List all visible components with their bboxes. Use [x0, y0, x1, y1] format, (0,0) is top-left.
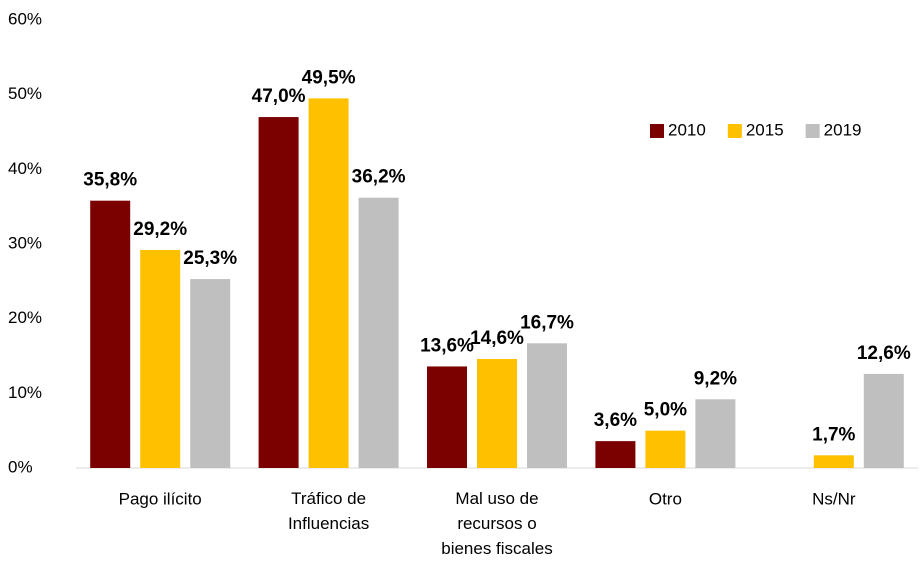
value-label: 14,6%	[470, 328, 524, 349]
bar	[813, 455, 854, 468]
value-label: 49,5%	[302, 67, 356, 88]
y-tick-label: 20%	[8, 308, 42, 327]
bar	[477, 358, 517, 468]
y-tick-label: 0%	[8, 457, 33, 476]
bar	[427, 366, 467, 468]
value-label: 3,6%	[594, 410, 637, 431]
y-tick-label: 50%	[8, 84, 42, 103]
y-tick-label: 60%	[8, 9, 42, 28]
legend-swatch	[727, 124, 742, 138]
value-label: 25,3%	[183, 248, 237, 269]
value-label: 5,0%	[644, 400, 687, 421]
legend-swatch	[805, 124, 820, 138]
bar	[863, 373, 904, 468]
y-tick-label: 10%	[8, 383, 42, 402]
value-label: 9,2%	[694, 368, 737, 389]
x-tick-label: Ns/Nr	[812, 489, 856, 508]
bar	[308, 98, 349, 469]
legend-swatch	[650, 124, 664, 138]
x-tick-label: Otro	[649, 489, 682, 508]
bar	[258, 117, 299, 469]
value-label: 16,7%	[520, 312, 574, 333]
y-tick-label: 30%	[8, 233, 42, 252]
bar	[90, 200, 131, 468]
value-label: 47,0%	[252, 86, 306, 107]
bar	[190, 279, 231, 468]
value-label: 29,2%	[133, 219, 187, 240]
value-label: 12,6%	[857, 343, 911, 364]
legend-label: 2015	[746, 120, 784, 139]
bar	[595, 441, 636, 468]
x-tick-label: Mal uso de recursos o bienes fiscales	[441, 489, 553, 558]
bar	[358, 197, 399, 468]
value-label: 1,7%	[812, 424, 855, 445]
y-tick-label: 40%	[8, 159, 42, 178]
bar	[140, 249, 181, 468]
x-tick-label: Tráfico de Influencias	[288, 489, 369, 533]
bar	[527, 343, 567, 468]
bar	[645, 430, 686, 468]
x-tick-label: Pago ilícito	[119, 489, 202, 508]
value-label: 13,6%	[420, 335, 474, 356]
bar	[695, 399, 736, 468]
value-label: 36,2%	[352, 167, 406, 188]
legend-label: 2010	[668, 120, 706, 139]
value-label: 35,8%	[83, 170, 137, 191]
legend-label: 2019	[824, 120, 862, 139]
